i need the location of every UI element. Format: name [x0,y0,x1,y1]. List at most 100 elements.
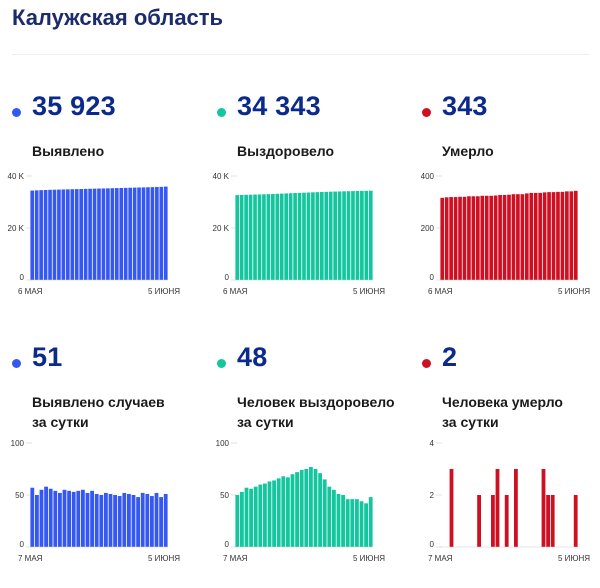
y-tick-label: 0 [430,273,435,282]
recovered-daily-card: 48 Человек выздоровело за сутки 0 50 100 7 МАЯ… [215,326,405,588]
recovered-total-label: Выздоровело [237,141,402,161]
x-end-label: 5 ИЮНЯ [148,287,180,296]
bar [491,495,495,547]
bar [79,189,84,280]
bar [281,476,286,547]
x-end-label: 5 ИЮНЯ [148,554,180,563]
bar [114,188,119,280]
bar [336,493,341,547]
bar [61,189,66,280]
bar [110,188,115,280]
bar [94,493,99,547]
y-tick-label: 4 [430,439,435,448]
x-start-label: 6 МАЯ [223,287,248,296]
detected-daily-card: 51 Выявлено случаев за сутки 0 50 100 7 МАЯ 5 И… [10,326,200,588]
bar [458,196,462,280]
bar [502,194,507,280]
bar [159,497,163,547]
bar [322,479,327,547]
bar [57,189,61,280]
y-tick-label: 50 [220,491,229,500]
recovered-total-value: 34 343 [237,91,321,121]
bar [44,486,48,547]
bar [267,481,272,547]
bar [449,197,453,280]
recovered-daily-chart: 0 50 100 7 МАЯ 5 ИЮНЯ [216,439,386,563]
bar [368,190,373,280]
bar [351,191,355,280]
bar [235,495,240,547]
bar [271,193,275,280]
bar [324,191,329,280]
bar [108,493,113,547]
bar [92,188,97,280]
detected-total-value: 35 923 [32,91,116,121]
bar [122,492,127,547]
bar [477,495,481,547]
bar [99,495,104,547]
detected-total-card: 35 923 Выявлено 0 20 K 40 K 6 МАЯ 5 ИЮНЯ [8,75,200,337]
bar [123,187,128,280]
bar [66,189,70,280]
bar [159,186,164,280]
bar [569,191,574,280]
bar [440,197,445,280]
bar [480,195,485,280]
label-line: Человека умерло [442,394,563,410]
bar [30,487,35,547]
y-tick-label: 20 K [8,224,25,233]
bar [48,488,53,547]
bar [550,495,555,547]
x-end-label: 5 ИЮНЯ [353,287,385,296]
bar [53,490,58,547]
bar [498,194,502,280]
bar [573,495,578,547]
label-line: Умерло [442,143,494,159]
bar [355,499,359,547]
bar [248,194,253,280]
y-tick-label: 2 [430,491,435,500]
bar [529,192,534,280]
y-tick-label: 100 [11,439,25,448]
label-line: Выздоровело [237,143,335,159]
y-tick-label: 400 [421,172,435,181]
bar [276,478,281,547]
bar [74,189,79,280]
bar [240,491,244,547]
bar [551,192,556,280]
y-tick-label: 0 [430,540,435,549]
bar [327,486,332,547]
bar [71,491,76,547]
bar [542,192,547,280]
bar [524,193,529,280]
bar [284,193,289,280]
bar [489,195,494,280]
bar [83,188,88,280]
deaths-total-label: Умерло [442,141,600,161]
bar [364,503,368,547]
bar [493,195,498,280]
bar [244,194,248,280]
y-tick-label: 40 K [213,172,230,181]
bar [449,469,454,547]
bar [293,193,297,280]
bar [258,484,263,547]
bar [290,474,295,547]
bar [249,488,253,547]
bar [476,196,480,280]
bar [304,469,309,547]
bar [137,187,141,280]
bar [364,190,369,280]
bar [62,489,67,547]
y-tick-label: 0 [20,273,25,282]
bar [346,191,351,280]
bar [360,190,364,280]
bar [106,188,110,280]
bar [288,193,293,280]
label-line: Выявлено [32,143,105,159]
bar [541,469,546,547]
bar [146,187,150,280]
title-divider [12,54,590,55]
bar [332,489,336,547]
recovered-daily-value: 48 [237,342,268,372]
